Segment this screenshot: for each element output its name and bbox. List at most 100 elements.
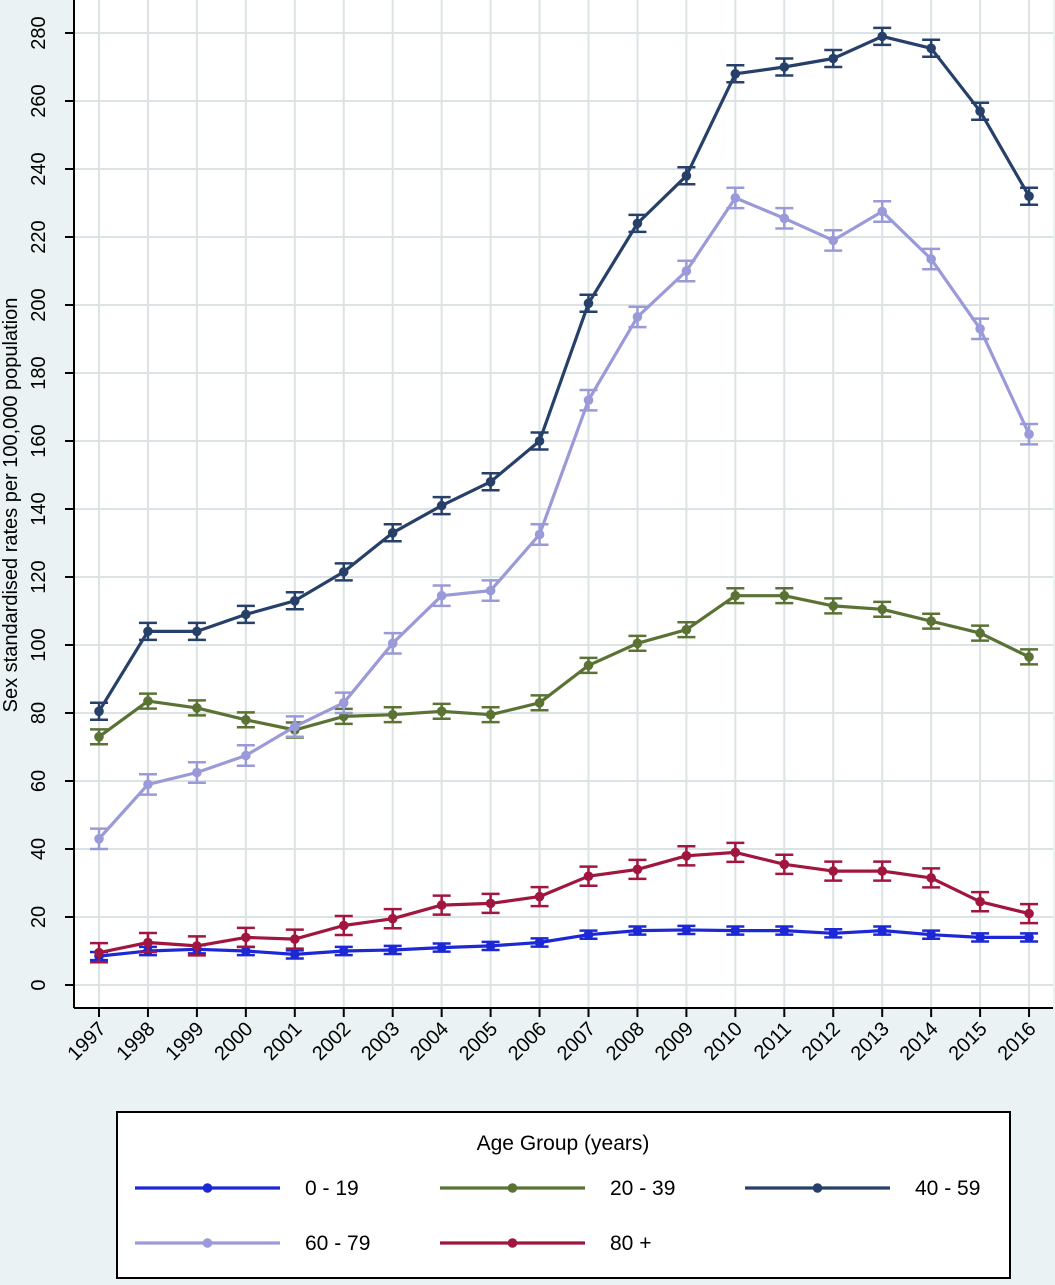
data-point (534, 436, 545, 446)
y-tick-label: 80 (28, 702, 50, 724)
legend-label: 80 + (610, 1232, 651, 1255)
y-tick-label: 40 (28, 838, 50, 860)
series-5 (90, 841, 1039, 964)
series-layer (90, 26, 1039, 964)
data-point (1024, 191, 1034, 201)
series-1 (90, 924, 1039, 962)
legend-entry: 0 - 19 (135, 1177, 359, 1200)
legend-entry: 40 - 59 (745, 1177, 980, 1200)
data-point (583, 929, 594, 940)
x-tick-label: 1997 (64, 1018, 111, 1065)
data-point (681, 266, 692, 276)
legend-swatch-marker (507, 1238, 518, 1248)
data-point (975, 896, 985, 907)
data-point (94, 947, 104, 958)
data-point (681, 925, 692, 935)
data-point (1024, 908, 1034, 919)
legend-label: 40 - 59 (915, 1177, 980, 1200)
y-tick-label: 0 (28, 979, 50, 990)
data-point (975, 628, 985, 638)
x-tick-label: 2009 (651, 1018, 698, 1065)
series-line (98, 850, 1030, 955)
series-line (98, 928, 1030, 958)
data-point (632, 312, 643, 322)
data-point (534, 891, 545, 902)
data-point (241, 715, 251, 725)
data-point (143, 626, 153, 637)
data-point (730, 925, 741, 936)
legend-swatch-marker (812, 1183, 823, 1193)
data-point (387, 638, 398, 649)
series-4 (90, 186, 1039, 851)
x-tick-label: 2008 (602, 1018, 649, 1065)
data-point (485, 709, 496, 720)
data-point (387, 913, 398, 924)
y-tick-label: 140 (28, 492, 50, 525)
data-point (779, 859, 790, 870)
data-point (681, 851, 692, 861)
data-point (241, 932, 251, 943)
data-point (779, 590, 790, 601)
data-point (534, 937, 545, 948)
data-point (926, 43, 936, 54)
data-point (632, 638, 643, 649)
data-point (975, 324, 985, 334)
data-point (241, 750, 251, 761)
data-point (143, 696, 153, 706)
data-point (436, 590, 447, 601)
gridlines (74, 0, 1053, 1008)
data-point (828, 866, 839, 876)
legend-box (116, 1111, 1011, 1279)
series-2 (90, 586, 1039, 746)
data-point (94, 732, 104, 742)
data-point (1024, 932, 1034, 943)
data-point (877, 604, 887, 615)
x-tick-label: 2006 (504, 1018, 551, 1065)
data-point (485, 941, 496, 951)
data-point (192, 941, 202, 951)
data-point (730, 69, 741, 79)
y-tick-label: 120 (28, 560, 50, 593)
data-point (730, 847, 741, 858)
x-tick-label: 2002 (308, 1018, 355, 1065)
data-point (926, 929, 936, 940)
y-tick-label: 200 (28, 288, 50, 321)
series-line (97, 196, 1031, 840)
data-point (534, 529, 545, 540)
y-tick-label: 180 (28, 356, 50, 389)
data-point (926, 616, 936, 626)
data-point (926, 873, 936, 883)
data-point (436, 900, 447, 910)
data-point (632, 925, 643, 936)
y-tick-label: 260 (28, 84, 50, 117)
data-point (828, 235, 839, 246)
x-tick-label: 2015 (945, 1018, 992, 1065)
data-point (485, 898, 496, 909)
data-point (338, 946, 349, 956)
data-point (241, 609, 251, 620)
legend-swatch-marker (507, 1183, 518, 1193)
data-point (877, 31, 887, 42)
data-point (877, 925, 887, 936)
x-tick-label: 2010 (700, 1018, 747, 1065)
y-tick-label: 160 (28, 424, 50, 457)
y-tick-label: 240 (28, 152, 50, 185)
data-point (828, 928, 839, 939)
legend-entry: 60 - 79 (135, 1232, 370, 1255)
data-point (94, 834, 104, 844)
data-point (632, 864, 643, 875)
x-tick-label: 1998 (112, 1018, 159, 1065)
data-point (681, 171, 692, 181)
x-tick-label: 2014 (896, 1018, 943, 1065)
y-tick-label: 280 (28, 16, 50, 49)
legend-swatch-marker (202, 1183, 213, 1193)
series-line (98, 594, 1030, 739)
data-point (779, 925, 790, 936)
data-point (681, 624, 692, 635)
data-point (94, 706, 104, 717)
legend-label: 20 - 39 (610, 1177, 675, 1200)
data-point (1024, 429, 1034, 440)
data-point (192, 703, 202, 713)
